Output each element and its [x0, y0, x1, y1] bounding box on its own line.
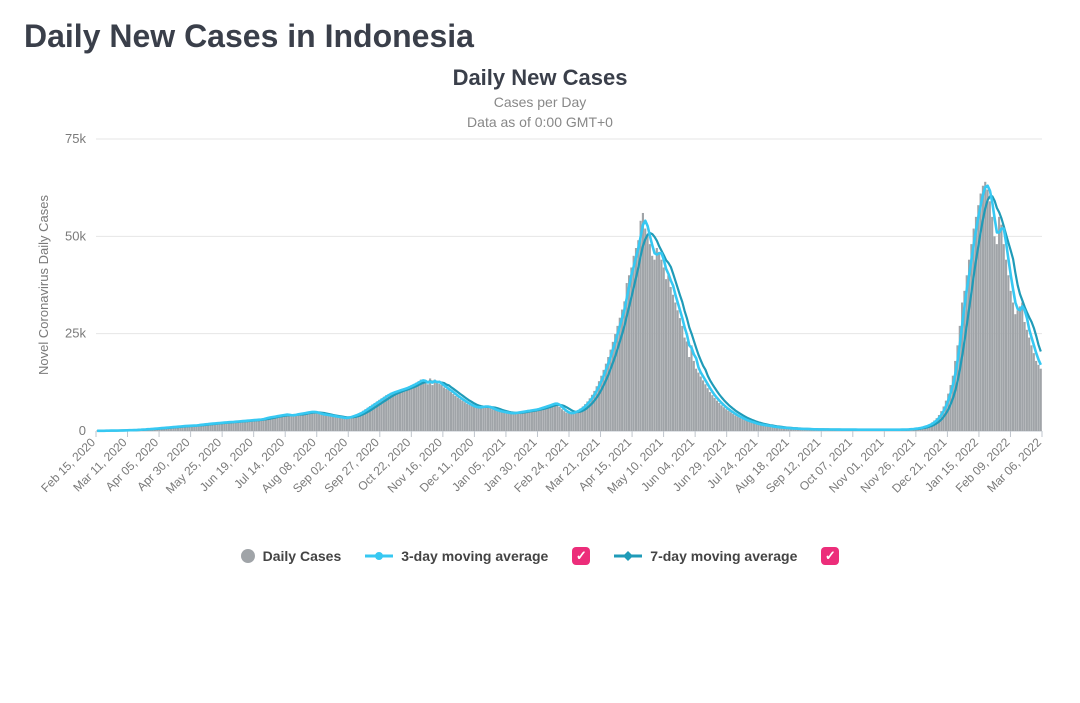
- page-title: Daily New Cases in Indonesia: [24, 18, 1056, 55]
- legend-item-daily[interactable]: Daily Cases: [241, 548, 342, 564]
- chart-subtitle-2: Data as of 0:00 GMT+0: [24, 113, 1056, 131]
- legend-label: 7-day moving average: [650, 548, 797, 564]
- chart-legend: Daily Cases 3-day moving average ✓ 7-day…: [24, 547, 1056, 565]
- legend-swatch-line: [365, 549, 393, 563]
- chart-subtitle-1: Cases per Day: [24, 93, 1056, 111]
- svg-text:50k: 50k: [65, 229, 86, 244]
- svg-text:75k: 75k: [65, 131, 86, 146]
- legend-checkbox-icon[interactable]: ✓: [572, 547, 590, 565]
- legend-label: 3-day moving average: [401, 548, 548, 564]
- legend-checkbox-icon[interactable]: ✓: [821, 547, 839, 565]
- legend-item-7day[interactable]: 7-day moving average: [614, 548, 797, 564]
- svg-text:0: 0: [79, 423, 86, 438]
- svg-text:25k: 25k: [65, 326, 86, 341]
- chart-title: Daily New Cases: [24, 65, 1056, 91]
- chart-container: Daily New Cases Cases per Day Data as of…: [24, 65, 1056, 565]
- legend-item-3day[interactable]: 3-day moving average: [365, 548, 548, 564]
- chart-svg: 025k50k75kNovel Coronavirus Daily CasesF…: [24, 131, 1056, 541]
- legend-swatch-line: [614, 549, 642, 563]
- legend-label: Daily Cases: [263, 548, 342, 564]
- svg-text:Novel Coronavirus Daily Cases: Novel Coronavirus Daily Cases: [36, 195, 51, 375]
- legend-swatch-bar: [241, 549, 255, 563]
